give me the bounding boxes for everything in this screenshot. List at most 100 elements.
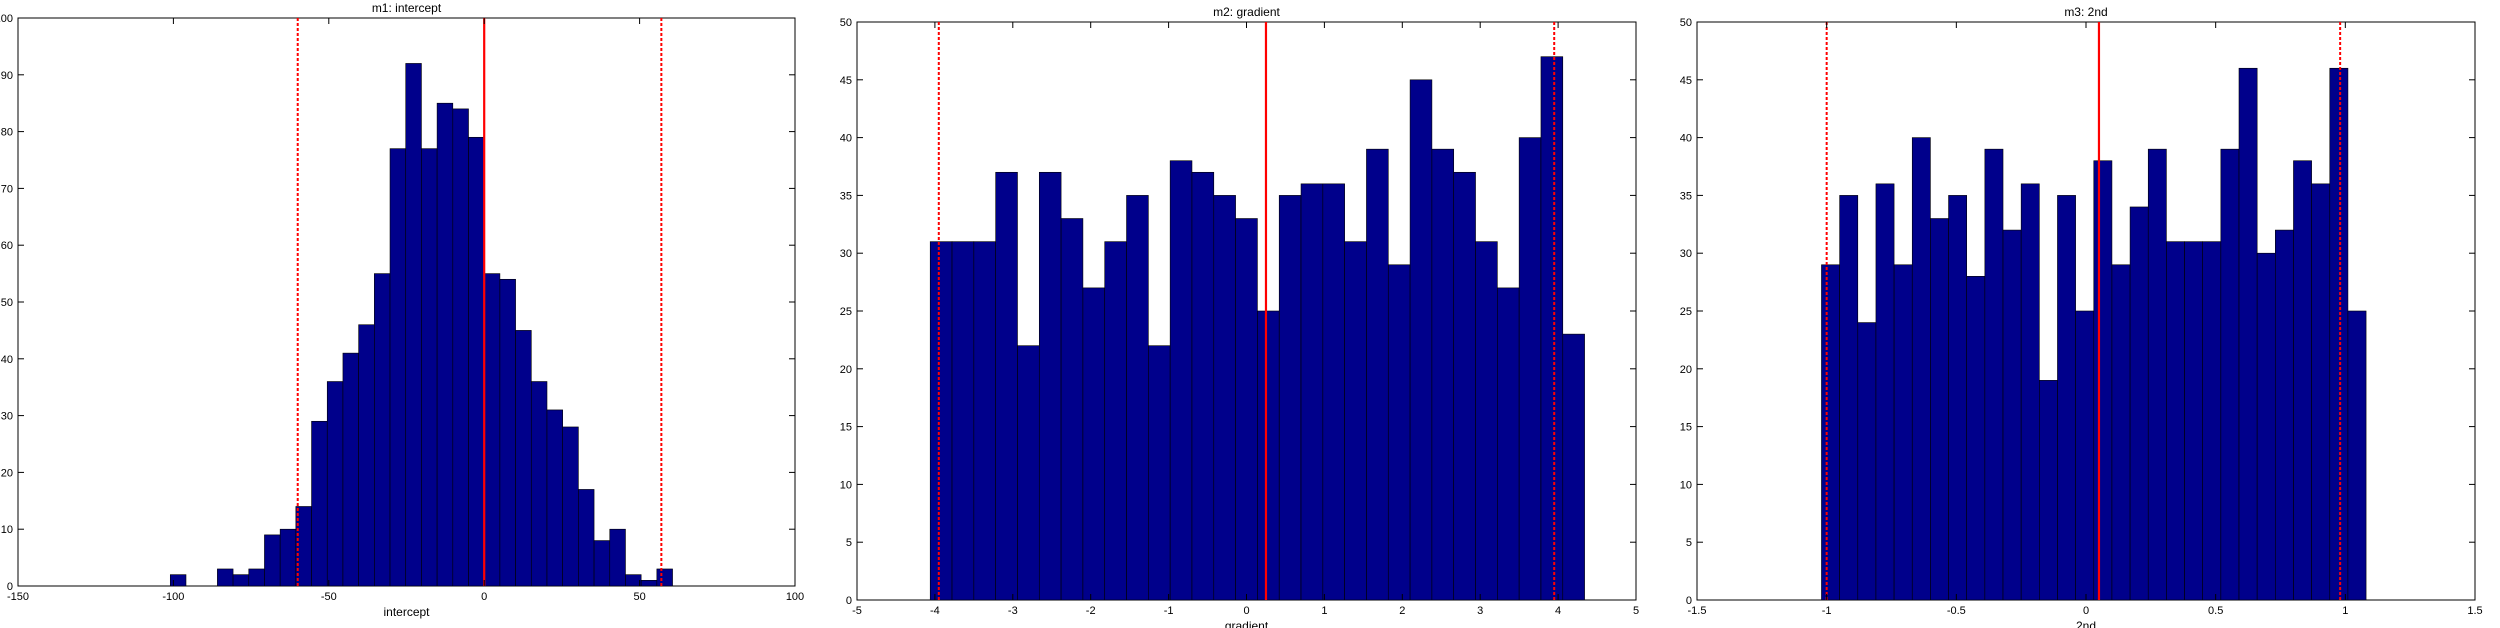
- y-tick-label: 20: [840, 364, 852, 376]
- histogram-bar: [1322, 183, 1345, 601]
- histogram-bar: [546, 409, 563, 587]
- x-axis-label: gradient: [1225, 619, 1269, 628]
- histogram-bar: [1839, 195, 1859, 601]
- y-tick-label: 25: [840, 306, 852, 318]
- histogram-bar: [1930, 218, 1949, 601]
- y-tick-label: 90: [1, 70, 13, 82]
- histogram-bar: [2147, 148, 2167, 601]
- histogram-bar: [656, 568, 673, 587]
- histogram-bar: [2057, 195, 2076, 601]
- histogram-bar: [2220, 148, 2240, 601]
- histogram-bar: [625, 574, 642, 587]
- panel-m3-2nd: -1.5 -1 -0.5 0 0.5 1 1.5 0 5 10 15 20 25 30 35 40 45 50 m3…: [1680, 5, 2483, 628]
- histogram-bar: [2347, 310, 2367, 601]
- histogram-bar: [2129, 206, 2149, 601]
- y-tick-label: 10: [1680, 479, 1692, 491]
- y-tick-label: 15: [840, 422, 852, 434]
- histogram-bar: [1148, 345, 1171, 601]
- panel-m1-intercept: -150 -100 -50 0 50 100 0 10 20 30 40 50 60 70 80 90 100 m…: [0, 1, 804, 619]
- histogram-bar: [1893, 264, 1913, 601]
- y-tick-label: 30: [1, 411, 13, 423]
- histogram-bar: [2075, 310, 2095, 601]
- y-tick-label: 100: [0, 13, 13, 25]
- histogram-bar: [2256, 252, 2276, 601]
- y-tick-label: 35: [840, 190, 852, 202]
- histogram-bar: [1387, 264, 1411, 601]
- histogram-bar: [279, 528, 297, 587]
- x-tick-label: 5: [1633, 605, 1639, 617]
- histogram-bar: [1235, 218, 1258, 601]
- histogram-bar: [389, 148, 407, 587]
- histogram-bar: [499, 278, 516, 587]
- y-tick-label: 15: [1680, 422, 1692, 434]
- histogram-bar: [1278, 195, 1302, 601]
- histogram-bar: [1857, 322, 1877, 601]
- histogram-bar: [2202, 241, 2222, 601]
- x-tick-label: -2: [1086, 605, 1096, 617]
- histogram-bar: [1213, 195, 1236, 601]
- y-tick-label: 30: [1680, 248, 1692, 260]
- histogram-bar: [609, 528, 626, 587]
- histogram-bar: [1540, 56, 1564, 601]
- x-tick-label: 3: [1477, 605, 1483, 617]
- x-tick-label: 0: [2083, 605, 2089, 617]
- y-tick-label: 50: [1, 297, 13, 309]
- histogram-bar: [593, 540, 611, 587]
- x-tick-label: 1: [1321, 605, 1327, 617]
- histogram-bar: [2020, 183, 2040, 601]
- y-tick-label: 30: [840, 248, 852, 260]
- histogram-bar: [264, 534, 281, 587]
- histogram-bar: [1821, 264, 1840, 601]
- histogram-bar: [1344, 241, 1367, 601]
- histogram-bar: [530, 381, 548, 587]
- x-tick-label: -3: [1008, 605, 1018, 617]
- y-tick-label: 10: [1, 524, 13, 536]
- x-tick-label: 1.5: [2467, 605, 2482, 617]
- histogram-bar: [2166, 241, 2185, 601]
- histogram-bar: [374, 273, 391, 587]
- x-tick-label: 100: [786, 591, 804, 603]
- y-tick-label: 50: [840, 17, 852, 29]
- histogram-bar: [2275, 229, 2294, 601]
- y-tick-label: 80: [1, 127, 13, 139]
- histogram-bar: [2002, 229, 2022, 601]
- y-tick-label: 20: [1, 467, 13, 479]
- y-tick-label: 20: [1680, 364, 1692, 376]
- histogram-bar: [1518, 137, 1542, 601]
- histogram-bar: [1060, 218, 1084, 601]
- y-tick-label: 0: [1686, 595, 1692, 607]
- histogram-bar: [1082, 287, 1106, 601]
- histogram-bar: [342, 352, 359, 587]
- y-tick-label: 45: [840, 75, 852, 87]
- histogram-bar: [2311, 183, 2331, 601]
- histogram-bar: [1948, 195, 1968, 601]
- x-tick-label: -1.5: [1688, 605, 1707, 617]
- y-tick-label: 0: [846, 595, 852, 607]
- histogram-bar: [358, 324, 375, 587]
- x-axis-label: 2nd: [2076, 619, 2096, 628]
- y-tick-label: 40: [840, 133, 852, 145]
- histogram-bar: [405, 63, 422, 587]
- histogram-bar: [1453, 171, 1476, 601]
- histogram-bar: [1966, 276, 1986, 601]
- histogram-bar: [2293, 160, 2312, 601]
- histogram-bar: [326, 381, 344, 587]
- histogram-bar: [995, 171, 1018, 601]
- x-tick-label: 2: [1399, 605, 1405, 617]
- chart-title: m3: 2nd: [2064, 5, 2107, 19]
- histogram-bar: [973, 241, 996, 601]
- histogram-bar: [2184, 241, 2203, 601]
- histogram-bar: [2111, 264, 2131, 601]
- x-tick-label: -100: [162, 591, 184, 603]
- histogram-bar: [1017, 345, 1040, 601]
- histogram-bar: [640, 580, 658, 587]
- x-tick-label: -5: [852, 605, 862, 617]
- histogram-bar: [951, 241, 975, 601]
- histogram-bar: [2093, 160, 2113, 601]
- histogram-bar: [2238, 67, 2258, 601]
- x-tick-label: -1: [1822, 605, 1832, 617]
- histogram-bar: [1475, 241, 1498, 601]
- x-tick-label: -1: [1164, 605, 1174, 617]
- histogram-bar: [515, 330, 532, 587]
